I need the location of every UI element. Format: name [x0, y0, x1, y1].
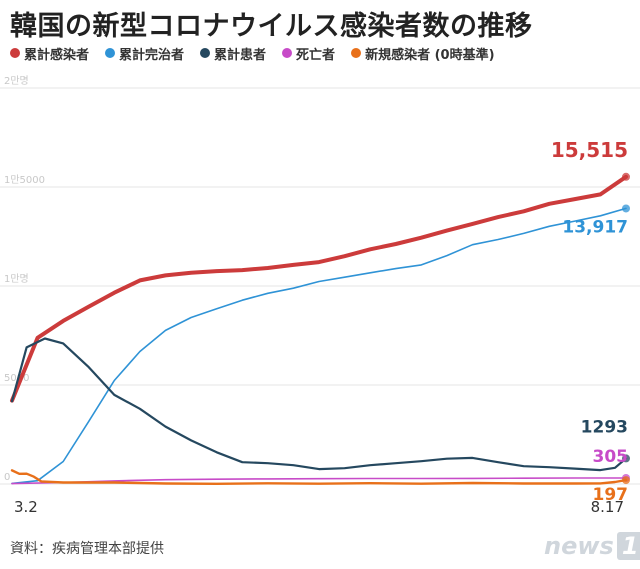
legend-label: 累計患者	[214, 47, 267, 63]
y-tick-label: 0	[4, 472, 10, 483]
source-note: 資料：疾病管理本部提供	[10, 541, 164, 557]
series-end-point-2	[622, 454, 630, 463]
y-tick-label: 2만명	[4, 75, 29, 87]
legend-dot-icon	[200, 48, 211, 58]
y-tick-label: 1만5000	[4, 174, 45, 186]
legend-dot-icon	[105, 48, 116, 58]
chart-legend: 累計感染者 累計完治者 累計患者 死亡者 新規感染者 (0時基準)	[10, 43, 495, 63]
series-end-point-1	[622, 204, 630, 213]
series-end-label-4: 197	[593, 485, 629, 505]
series-line-4	[10, 469, 628, 485]
y-tick-label: 5000	[4, 373, 29, 384]
chart-title: 韓国の新型コロナウイルス感染者数の推移	[10, 11, 533, 42]
legend-label: 新規感染者 (0時基準)	[365, 47, 495, 63]
legend-item-cumulative-infected: 累計感染者	[10, 44, 89, 63]
series-end-label-1: 13,917	[562, 217, 628, 237]
legend-dot-icon	[10, 48, 20, 58]
legend-dot-icon	[351, 48, 362, 58]
series-end-label-3: 305	[593, 447, 629, 467]
series-line-1	[11, 207, 627, 485]
legend-item-cumulative-recovered: 累計完治者	[105, 44, 184, 63]
news1-logo: news 1	[544, 532, 640, 560]
series-line-0	[10, 174, 628, 403]
legend-item-deaths: 死亡者	[282, 44, 335, 63]
x-tick-label: 8.17	[591, 498, 624, 516]
y-tick-label: 1만명	[4, 273, 29, 285]
series-end-label-0: 15,515	[551, 138, 628, 162]
logo-mark: 1	[616, 532, 640, 560]
legend-item-cumulative-patients: 累計患者	[200, 44, 266, 63]
x-tick-label: 3.2	[14, 498, 38, 516]
series-end-point-4	[622, 476, 630, 485]
series-end-label-2: 1293	[581, 417, 628, 437]
legend-label: 累計完治者	[119, 47, 185, 63]
series-line-2	[10, 337, 628, 472]
legend-item-new-cases: 新規感染者 (0時基準)	[351, 44, 495, 63]
line-chart: 2만명 1만5000 1만명 5000 0 3.2 8.17 15,515 13,917 1293…	[0, 75, 640, 516]
legend-label: 累計感染者	[24, 47, 90, 63]
legend-dot-icon	[282, 48, 293, 58]
logo-text: news	[544, 532, 614, 560]
series-line-3	[11, 477, 627, 485]
series-end-point-0	[622, 172, 630, 181]
legend-label: 死亡者	[296, 47, 336, 63]
